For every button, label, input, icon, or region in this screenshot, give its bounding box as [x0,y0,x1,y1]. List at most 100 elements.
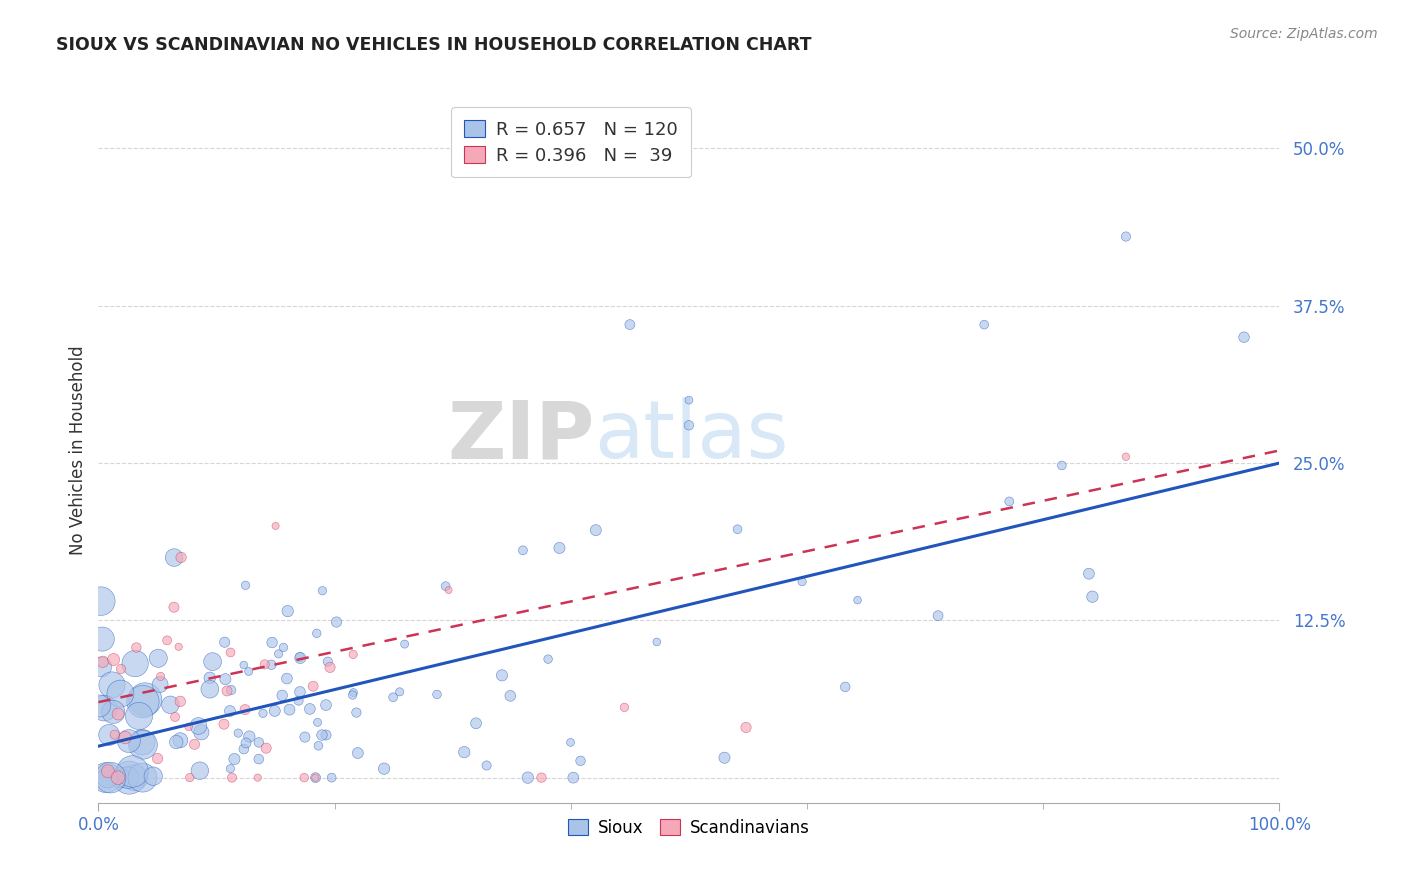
Point [347,746,370,760]
Point [319,660,342,674]
Point [537,652,560,666]
Point [264,519,287,533]
Text: atlas: atlas [595,397,789,475]
Point [512,543,534,558]
Point [146,751,169,765]
Point [96,771,118,785]
Point [215,684,238,698]
Point [305,626,328,640]
Point [118,734,141,748]
Point [288,650,311,665]
Point [315,728,337,742]
Point [307,715,329,730]
Point [169,733,191,747]
Point [169,694,191,708]
Point [148,651,170,665]
Point [108,771,131,785]
Point [1081,590,1104,604]
Point [163,550,186,565]
Point [132,738,155,752]
Point [170,550,193,565]
Point [735,721,758,735]
Point [382,690,405,705]
Point [221,771,243,785]
Point [516,771,538,785]
Point [190,725,212,739]
Text: Source: ZipAtlas.com: Source: ZipAtlas.com [1230,27,1378,41]
Point [585,523,607,537]
Point [927,608,949,623]
Point [491,668,513,682]
Point [177,720,200,734]
Point [226,726,249,740]
Point [276,672,298,686]
Point [142,769,165,783]
Point [224,752,246,766]
Point [188,764,211,778]
Point [246,771,269,785]
Point [1233,330,1256,344]
Text: ZIP: ZIP [447,397,595,475]
Point [562,771,585,785]
Point [437,583,460,598]
Point [131,771,153,785]
Point [128,709,150,723]
Point [247,735,270,749]
Point [277,604,299,618]
Point [201,655,224,669]
Point [107,771,129,785]
Point [311,583,333,598]
Point [214,672,236,686]
Point [232,742,254,756]
Point [198,682,221,697]
Point [238,665,260,679]
Point [1050,458,1073,473]
Point [304,771,326,785]
Point [214,635,236,649]
Point [107,706,129,721]
Point [530,771,553,785]
Point [292,771,315,785]
Point [103,705,125,719]
Point [121,764,143,779]
Point [254,741,277,756]
Point [273,640,295,655]
Point [233,703,256,717]
Point [117,771,139,785]
Point [321,771,343,785]
Point [219,683,242,698]
Point [134,692,156,706]
Point [131,735,153,749]
Point [235,578,257,592]
Point [288,685,311,699]
Point [124,771,146,785]
Point [104,728,127,742]
Point [1115,450,1137,464]
Point [373,762,395,776]
Point [316,655,339,669]
Text: SIOUX VS SCANDINAVIAN NO VEHICLES IN HOUSEHOLD CORRELATION CHART: SIOUX VS SCANDINAVIAN NO VEHICLES IN HOU… [56,36,811,54]
Point [167,640,190,654]
Point [149,677,172,691]
Point [252,706,274,721]
Point [475,758,498,772]
Point [302,679,325,693]
Point [727,522,749,536]
Point [260,657,283,672]
Point [91,632,114,646]
Point [183,737,205,751]
Point [165,735,187,749]
Point [569,754,592,768]
Point [101,678,124,692]
Point [90,594,112,608]
Point [325,615,347,629]
Point [163,600,186,615]
Point [97,764,120,779]
Point [263,704,285,718]
Point [973,318,995,332]
Point [219,645,242,659]
Point [613,700,636,714]
Point [253,657,276,672]
Point [342,685,364,699]
Point [159,698,181,712]
